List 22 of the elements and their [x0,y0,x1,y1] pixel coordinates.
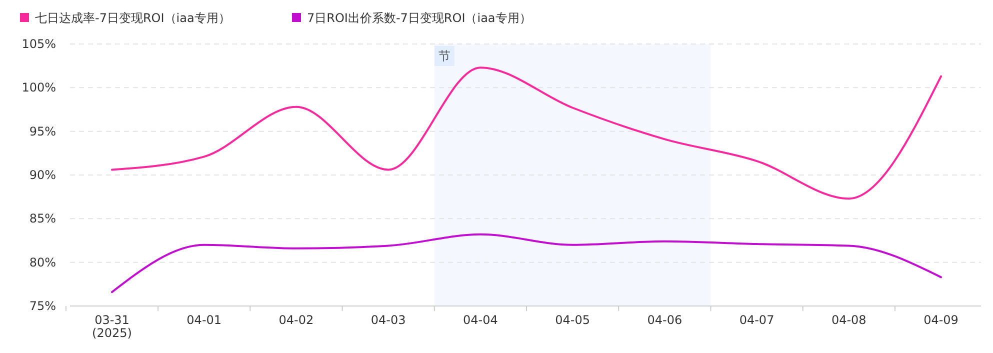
y-tick-label: 75% [29,299,56,313]
y-tick-label: 85% [29,212,56,226]
x-tick-label: 04-04 [463,313,498,327]
line-series [111,66,942,200]
x-tick-label: 04-05 [555,313,590,327]
y-tick-label: 100% [22,80,56,95]
x-tick-label: 03-31 (2025) [92,313,132,340]
legend-label: 七日达成率-7日变现ROI（iaa专用） [35,11,230,25]
x-tick-label: 04-08 [831,313,866,327]
y-tick-label: 105% [22,37,56,51]
band-label: 节 [438,49,450,63]
legend-label: 7日ROI出价系数-7日变现ROI（iaa专用） [307,11,532,25]
line-series [111,233,942,294]
x-tick-label: 04-06 [647,313,682,327]
y-tick-label: 90% [29,168,56,182]
x-tick-label: 04-01 [186,313,222,327]
x-tick-label: 04-02 [278,313,314,327]
y-tick-label: 95% [29,124,56,138]
x-tick-label: 04-03 [370,313,406,327]
y-tick-label: 80% [29,255,56,270]
x-tick-label: 04-07 [739,313,774,327]
x-tick-label: 04-09 [924,313,958,327]
